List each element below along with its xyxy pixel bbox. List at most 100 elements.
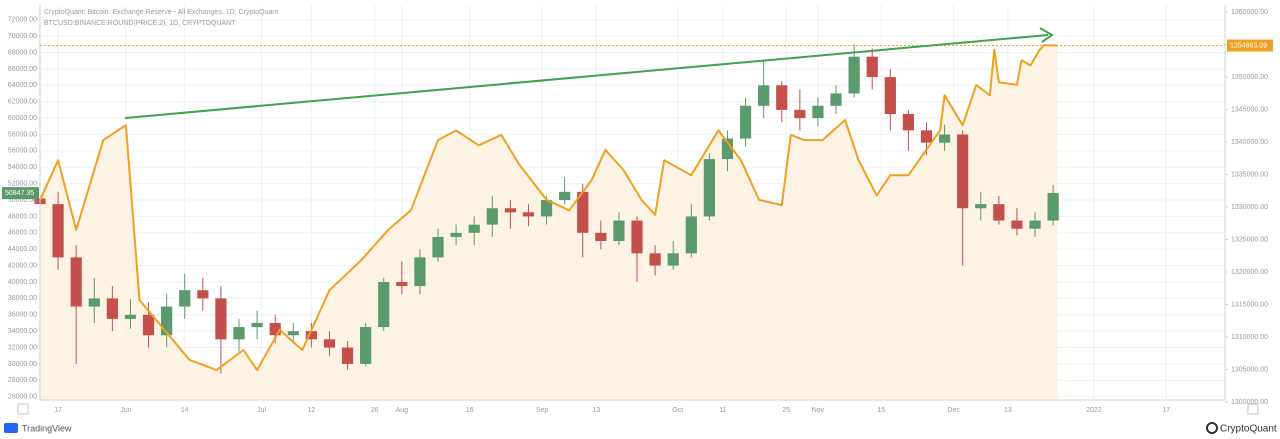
candle-body [595, 232, 607, 242]
brand-right: CryptoQuant [1220, 424, 1277, 435]
x-tick-label: Jun [120, 407, 131, 414]
x-tick-label: 26 [371, 407, 379, 414]
candle-body [142, 314, 155, 336]
y2-tick-label: 1360000.00 [1231, 9, 1268, 16]
candle-body [938, 134, 951, 143]
x-tick-label: 25 [782, 407, 790, 414]
candle-body [1029, 220, 1041, 229]
y-tick-label: 66000.00 [8, 66, 37, 73]
y2-tick-label: 1310000.00 [1231, 334, 1268, 341]
y-tick-label: 36000.00 [8, 312, 37, 319]
tradingview-logo [4, 423, 18, 433]
candle-body [124, 314, 137, 319]
x-tick-label: 2022 [1086, 407, 1102, 414]
x-tick-label: Nov [812, 407, 825, 414]
candle-body [215, 298, 227, 340]
candle-body [920, 130, 933, 143]
candle-body [269, 322, 281, 336]
y-tick-label: 26000.00 [8, 394, 37, 401]
chart-title: CryptoQuant: Bitcoin: Exchange Reserve -… [44, 9, 278, 16]
candle-body [975, 204, 987, 209]
y2-tick-label: 1305000.00 [1231, 366, 1268, 373]
candle-body [486, 208, 498, 225]
cryptoquant-logo [1206, 422, 1218, 434]
candle-body [685, 216, 697, 254]
y-tick-label: 60000.00 [8, 115, 37, 122]
candle-body [1047, 193, 1059, 221]
x-tick-label: 11 [719, 407, 726, 414]
y-tick-label: 32000.00 [8, 344, 37, 351]
candle-body [649, 253, 661, 266]
y-tick-label: 30000.00 [8, 361, 37, 368]
y-tick-label: 64000.00 [8, 82, 37, 89]
x-tick-label: 13 [1004, 407, 1012, 414]
candle-body [396, 281, 408, 287]
y-tick-label: 68000.00 [8, 49, 37, 56]
y-tick-label: 44000.00 [8, 246, 37, 253]
chart-subtitle: BTCUSD:BINANCE:ROUND(PRICE,2), 1D, CRYPT… [44, 20, 236, 27]
y-tick-label: 52000.00 [8, 180, 37, 187]
area-layer [40, 45, 1058, 401]
candle-body [378, 281, 390, 328]
candle-body [957, 134, 969, 209]
y2-tick-label: 1335000.00 [1231, 171, 1268, 178]
candle-body [522, 212, 535, 217]
candle-body [721, 138, 734, 160]
y-tick-label: 54000.00 [8, 164, 37, 171]
candle-body [305, 331, 317, 340]
candle-body [468, 224, 480, 233]
candle-body [341, 347, 354, 364]
last-value-label: 1354863.09 [1230, 42, 1267, 49]
y-tick-label: 56000.00 [8, 148, 37, 155]
candle-body [106, 298, 118, 319]
candle-body [414, 257, 426, 287]
x-tick-label: 13 [592, 407, 600, 414]
x-tick-label: 15 [877, 407, 885, 414]
y2-tick-label: 1325000.00 [1231, 236, 1268, 243]
candle-body [667, 253, 679, 266]
auto-scale-box[interactable] [1247, 403, 1259, 415]
candle-body [88, 298, 100, 307]
candle-body [830, 93, 842, 106]
candle-body [739, 105, 752, 139]
candle-body [866, 56, 878, 78]
candle-body [52, 204, 64, 258]
candle-body [559, 191, 571, 201]
candle-body [197, 290, 209, 299]
line-area [40, 45, 1058, 401]
y-tick-label: 34000.00 [8, 328, 37, 335]
y-tick-label: 38000.00 [8, 295, 37, 302]
candle-body [161, 306, 173, 336]
x-tick-label: Sep [536, 407, 549, 414]
y-tick-label: 48000.00 [8, 213, 37, 220]
x-tick-label: Oct [672, 407, 683, 414]
y2-tick-label: 1340000.00 [1231, 139, 1268, 146]
y-tick-label: 50000.00 [8, 197, 37, 204]
last-value-badge [1227, 39, 1273, 52]
candle-body [993, 204, 1005, 221]
candle-body [613, 220, 625, 242]
y-tick-label: 40000.00 [8, 279, 37, 286]
settings-box[interactable] [17, 403, 29, 415]
candle-body [631, 220, 643, 254]
x-tick-label: Dec [947, 407, 960, 414]
y-tick-label: 46000.00 [8, 230, 37, 237]
candle-body [577, 191, 589, 233]
candle-body [179, 290, 191, 307]
candle-body [540, 200, 553, 217]
trend-line [124, 34, 1049, 119]
y2-tick-label: 1350000.00 [1231, 74, 1268, 81]
x-tick-label: 17 [54, 407, 62, 414]
candle-body [251, 322, 263, 328]
y2-tick-label: 1300000.00 [1231, 399, 1268, 406]
x-tick-label: 12 [307, 407, 315, 414]
y-tick-label: 58000.00 [8, 131, 37, 138]
candle-body [884, 77, 896, 114]
candle-body [432, 236, 444, 258]
candle-body [323, 339, 336, 348]
y-tick-label: 70000.00 [8, 33, 37, 40]
candle-body [70, 257, 82, 307]
brand-left: TradingView [22, 423, 72, 433]
candle-body [1011, 220, 1023, 229]
